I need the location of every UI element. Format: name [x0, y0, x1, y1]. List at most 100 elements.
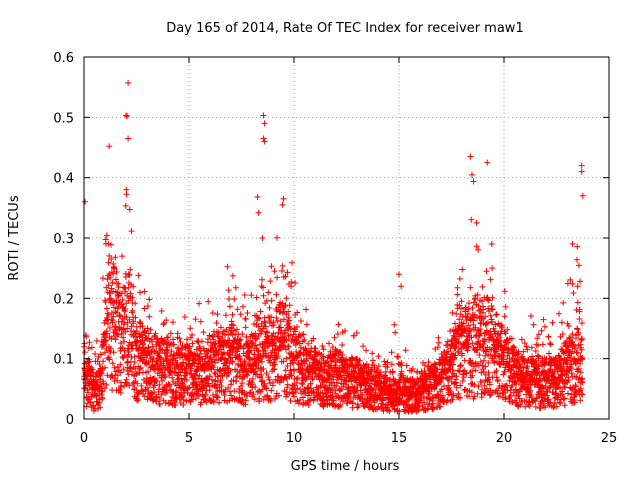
data-point — [196, 300, 203, 307]
data-point — [287, 332, 294, 339]
data-point — [435, 339, 442, 346]
data-point — [477, 326, 484, 333]
data-point — [128, 323, 135, 330]
data-point — [460, 320, 467, 327]
data-point — [549, 389, 556, 396]
data-point — [264, 329, 271, 336]
data-point — [102, 337, 109, 344]
data-point — [123, 112, 129, 119]
data-point — [483, 320, 490, 327]
data-point — [85, 389, 92, 396]
data-point — [294, 309, 301, 316]
data-point — [485, 359, 492, 366]
data-point — [283, 336, 290, 343]
data-point — [213, 384, 220, 391]
data-point — [261, 138, 268, 145]
data-point — [228, 318, 235, 325]
data-point — [124, 359, 131, 366]
data-point — [211, 340, 218, 347]
data-point — [447, 398, 454, 405]
data-point — [97, 404, 104, 411]
data-point — [393, 391, 400, 398]
data-point — [268, 314, 275, 321]
data-point — [561, 402, 568, 409]
data-point — [567, 276, 574, 283]
data-point — [109, 317, 116, 324]
data-point — [502, 386, 509, 393]
data-point — [129, 368, 136, 375]
data-point — [351, 368, 358, 375]
data-point — [477, 358, 484, 365]
data-point — [501, 288, 508, 295]
data-point — [124, 292, 131, 299]
data-point — [275, 392, 282, 399]
data-point — [283, 355, 290, 362]
data-point — [160, 374, 167, 381]
data-point — [522, 403, 529, 410]
data-point — [252, 342, 259, 349]
data-point — [481, 382, 488, 389]
data-point — [483, 385, 490, 392]
data-point — [297, 344, 304, 351]
data-point — [446, 385, 453, 392]
data-point — [135, 396, 142, 403]
data-point — [503, 382, 510, 389]
data-point — [578, 162, 585, 169]
data-point — [476, 307, 483, 314]
data-point — [577, 360, 584, 367]
data-point — [419, 403, 426, 410]
data-point — [206, 332, 213, 339]
data-point — [468, 216, 475, 223]
data-point — [537, 401, 544, 408]
data-point — [541, 323, 548, 330]
data-point — [147, 349, 154, 356]
data-point — [561, 395, 568, 402]
axis-ticks — [83, 56, 610, 420]
data-point — [251, 396, 258, 403]
data-point — [438, 386, 445, 393]
data-point — [574, 299, 581, 306]
data-point — [103, 317, 110, 324]
data-point — [528, 312, 535, 319]
data-point — [257, 308, 264, 315]
data-point — [337, 401, 344, 408]
data-point — [165, 334, 172, 341]
data-point — [496, 334, 503, 341]
data-point — [576, 315, 583, 322]
data-point — [527, 387, 534, 394]
data-point — [133, 327, 140, 334]
data-point — [198, 338, 205, 345]
data-point — [465, 343, 472, 350]
data-point — [579, 378, 586, 385]
data-point — [132, 300, 139, 307]
data-point — [199, 392, 206, 399]
y-tick-label: 0.3 — [53, 232, 74, 247]
data-point — [167, 340, 174, 347]
data-point — [124, 325, 131, 332]
data-point — [210, 336, 217, 343]
data-point — [388, 361, 395, 368]
data-point — [126, 316, 133, 323]
data-point — [176, 335, 183, 342]
data-point — [260, 112, 267, 119]
data-point — [480, 368, 487, 375]
data-point — [259, 353, 266, 360]
data-point — [545, 333, 552, 340]
data-point — [105, 240, 112, 247]
data-point — [86, 339, 93, 346]
data-point — [210, 364, 217, 371]
data-point — [261, 345, 268, 352]
data-point — [113, 276, 120, 283]
data-point — [497, 361, 504, 368]
data-point — [122, 305, 129, 312]
data-point — [463, 316, 470, 323]
data-point — [125, 271, 132, 278]
data-point — [286, 302, 293, 309]
data-point — [126, 206, 133, 213]
data-point — [314, 396, 321, 403]
data-point — [215, 373, 222, 380]
data-point — [474, 291, 481, 298]
data-point — [291, 393, 298, 400]
data-point — [265, 289, 272, 296]
data-point — [197, 318, 204, 325]
